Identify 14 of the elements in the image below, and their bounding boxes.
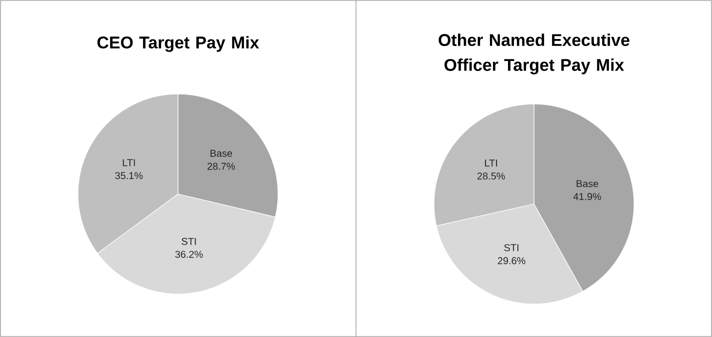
chart-title: Other Named Executive Officer Target Pay Mix <box>438 34 630 74</box>
slice-label: LTI <box>485 160 497 167</box>
data-label: 29.6% <box>498 257 526 264</box>
slice-label: LTI <box>122 159 135 166</box>
slice-label: STI <box>504 244 518 252</box>
data-label: 35.1% <box>115 172 143 180</box>
slice-label: Base <box>210 150 232 157</box>
chart-title: CEO Target Pay Mix <box>97 36 260 52</box>
data-label: 41.9% <box>573 193 602 200</box>
data-label: 28.5% <box>477 172 505 180</box>
data-label: 36.2% <box>175 250 203 258</box>
slice-label: Base <box>576 180 598 188</box>
slice-label: STI <box>182 238 196 245</box>
data-label: 28.7% <box>208 162 235 170</box>
